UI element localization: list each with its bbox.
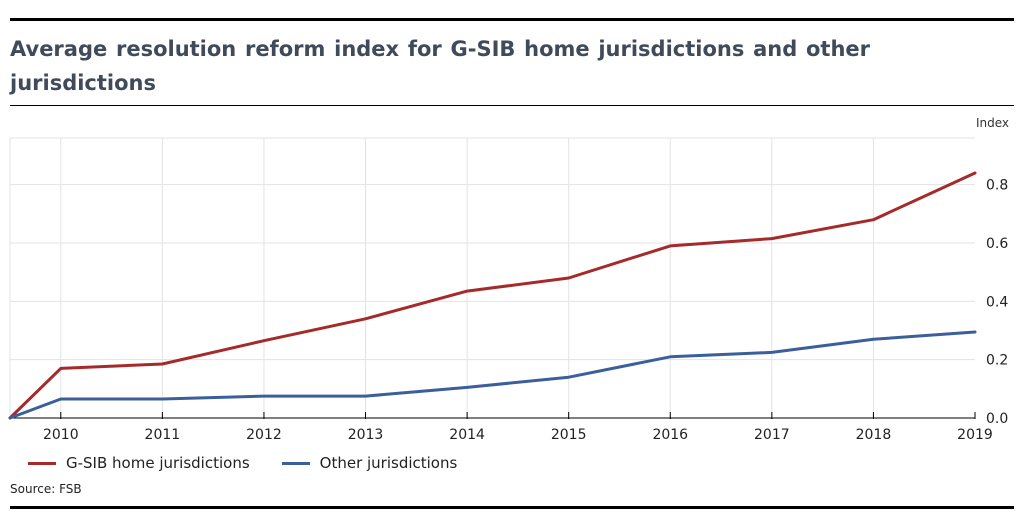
x-tick-label: 2016 bbox=[652, 427, 688, 443]
tick-labels: 0.0 0.2 0.4 0.6 0.8 Index 2010 2011 2012 2013 2014… bbox=[43, 116, 1009, 443]
y-tick-label: 0.4 bbox=[986, 294, 1008, 310]
bottom-rule bbox=[10, 506, 1014, 509]
legend-label-gsib: G-SIB home jurisdictions bbox=[66, 454, 250, 472]
series-line-gsib bbox=[8, 171, 977, 420]
legend-label-other: Other jurisdictions bbox=[319, 454, 458, 472]
y-tick-label: 0.2 bbox=[986, 353, 1008, 369]
series-line-other bbox=[8, 330, 977, 420]
y-tick-label: 0.0 bbox=[986, 411, 1008, 427]
title-rule bbox=[10, 105, 1014, 106]
x-tick-label: 2018 bbox=[856, 427, 892, 443]
x-tick-label: 2017 bbox=[754, 427, 790, 443]
legend-item-other: Other jurisdictions bbox=[281, 454, 458, 472]
x-tick-label: 2011 bbox=[145, 427, 181, 443]
axes bbox=[10, 412, 976, 419]
x-tick-label: 2019 bbox=[957, 427, 993, 443]
x-tick-label: 2010 bbox=[43, 427, 79, 443]
y-tick-label: 0.8 bbox=[986, 178, 1008, 194]
x-tick-label: 2012 bbox=[246, 427, 282, 443]
x-tick-label: 2013 bbox=[348, 427, 384, 443]
x-tick-label: 2014 bbox=[449, 427, 485, 443]
grid bbox=[9, 137, 975, 418]
source-note: Source: FSB bbox=[10, 482, 82, 496]
series-lines bbox=[8, 171, 977, 420]
y-tick-label: 0.6 bbox=[986, 236, 1008, 252]
legend-item-gsib: G-SIB home jurisdictions bbox=[28, 454, 250, 472]
y-axis-unit-label: Index bbox=[976, 116, 1009, 130]
legend-swatch-other bbox=[281, 461, 310, 465]
chart-title: Average resolution reform index for G-SI… bbox=[10, 37, 870, 95]
x-tick-label: 2015 bbox=[551, 427, 587, 443]
top-rule bbox=[10, 18, 1014, 21]
legend-swatch-gsib bbox=[28, 461, 56, 465]
legend: G-SIB home jurisdictions Other jurisdict… bbox=[28, 452, 489, 474]
